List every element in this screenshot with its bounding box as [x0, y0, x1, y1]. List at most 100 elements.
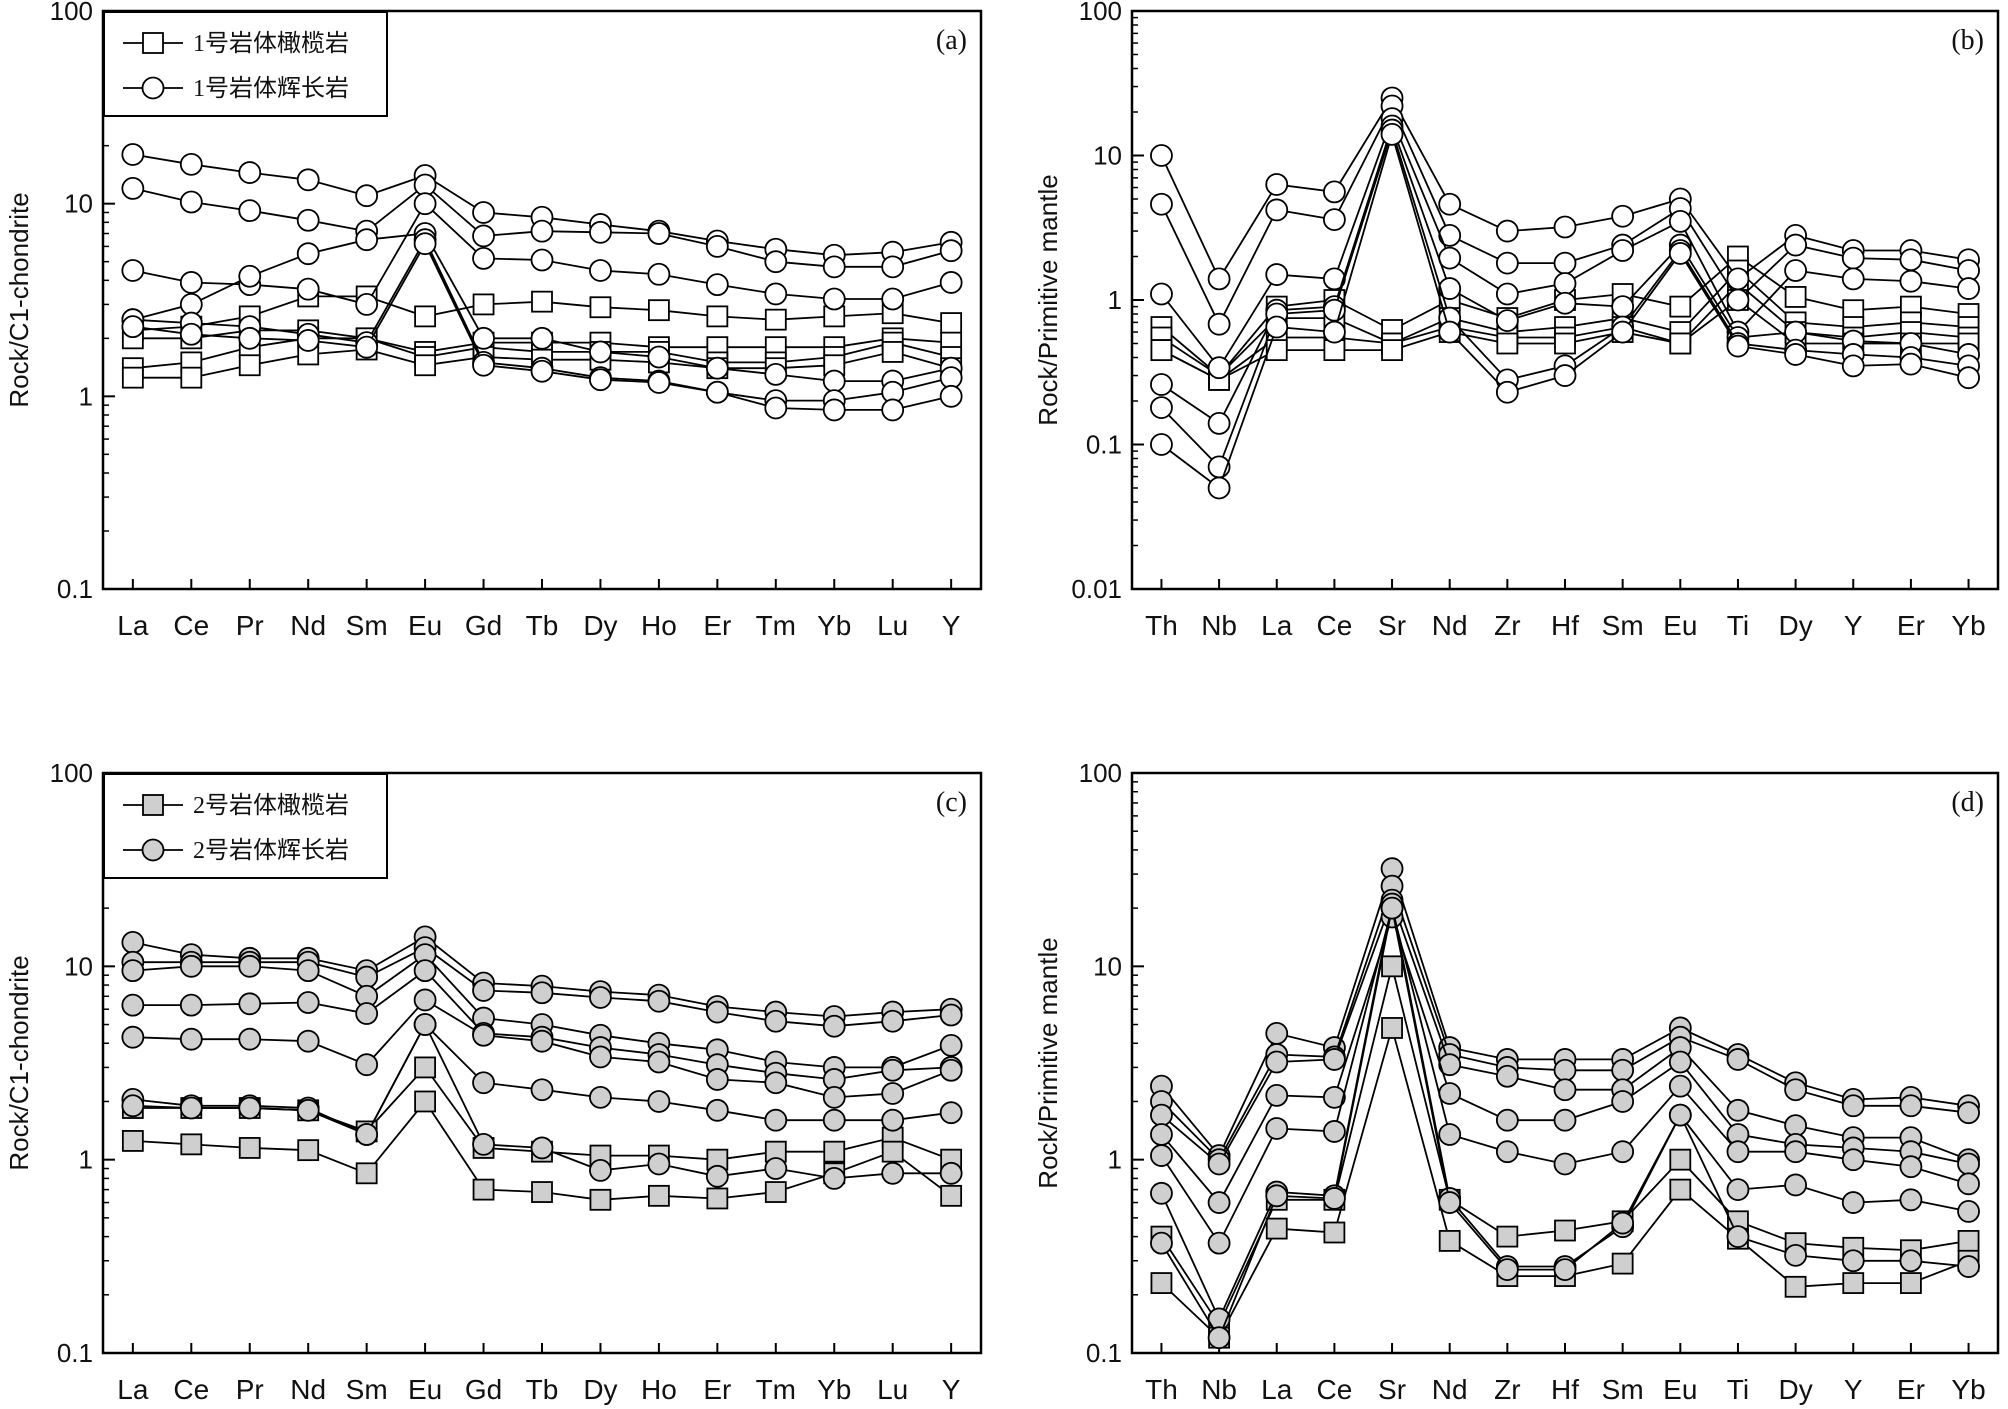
x-tick-label-Eu: Eu: [1663, 610, 1697, 641]
data-point-circle: [705, 273, 729, 297]
x-tick-label-Pr: Pr: [236, 610, 264, 641]
data-point-square: [1381, 1017, 1403, 1039]
data-point-square: [706, 305, 729, 328]
data-point-circle: [1322, 320, 1346, 344]
data-point-circle: [1438, 1123, 1462, 1146]
panel-a: 0.1 1 10 100 La Ce Pr Nd Sm Eu Gd Tb Dy Ho Er Tm Yb Lu Y Ro…: [4, 0, 983, 641]
data-point-square: [1669, 1148, 1692, 1171]
data-point-circle: [939, 239, 963, 263]
panel-d: 0.1 1 10 100 Th Nb La Ce Sr Nd Zr Hf Sm Eu Ti Dy Y Er Yb Ro…: [1033, 758, 2000, 1405]
x-tick-label-Tm: Tm: [756, 1374, 796, 1405]
series-6: [121, 988, 963, 1109]
data-point-circle: [881, 1009, 905, 1033]
data-point-circle: [1322, 1048, 1346, 1071]
x-tick-label-Er: Er: [1897, 610, 1925, 641]
data-point-circle: [1438, 1053, 1462, 1077]
data-point-circle: [355, 965, 379, 989]
data-point-circle: [939, 1101, 963, 1125]
data-point-square: [940, 1184, 963, 1207]
data-point-circle: [1322, 1187, 1346, 1210]
data-point-circle: [1553, 1152, 1577, 1176]
data-point-circle: [1322, 1085, 1346, 1109]
y-tick-label: 1: [79, 381, 93, 411]
x-tick-label-La: La: [1261, 610, 1293, 641]
x-tick-label-Er: Er: [1897, 1374, 1925, 1405]
data-point-circle: [1553, 251, 1577, 275]
x-tick-label-Yb: Yb: [817, 1374, 851, 1405]
data-point-circle: [1207, 1231, 1231, 1255]
x-tick-label-Dy: Dy: [1778, 610, 1812, 641]
y-tick-label: 0.1: [1086, 430, 1122, 460]
x-tick-label-Sm: Sm: [1602, 610, 1644, 641]
data-point-circle: [705, 1164, 729, 1188]
x-tick-label-Gd: Gd: [465, 1374, 502, 1405]
data-point-square: [881, 1140, 904, 1163]
x-tick-label-Sm: Sm: [1602, 1374, 1644, 1405]
data-point-circle: [1265, 263, 1289, 286]
y-tick-label: 0.01: [1071, 574, 1122, 604]
data-point-circle: [705, 1098, 729, 1122]
data-point-circle: [1207, 411, 1231, 435]
data-point-circle: [530, 1029, 554, 1053]
data-point-circle: [1841, 246, 1865, 270]
data-point-circle: [1611, 204, 1635, 228]
data-point-circle: [1322, 208, 1346, 232]
panel-b: 0.01 0.1 1 10 100 Th Nb La Ce Sr Nd Zr Hf Sm Eu Ti Dy Y Er…: [1033, 0, 2000, 641]
data-point-square: [764, 1181, 787, 1203]
data-point-circle: [1265, 1050, 1289, 1074]
data-point-circle: [296, 991, 320, 1014]
data-point-circle: [179, 1027, 203, 1051]
panel-letter: (a): [936, 25, 967, 56]
data-point-circle: [1726, 1048, 1750, 1071]
legend-square-marker: [142, 32, 164, 54]
data-point-circle: [1841, 1148, 1865, 1172]
legend-label-0: 1号岩体橄榄岩: [193, 30, 349, 57]
series-8: [1150, 896, 1980, 1350]
legend-square-marker: [142, 794, 164, 816]
y-axis-title: Rock/Primitive mantle: [1033, 937, 1063, 1188]
data-point-circle: [764, 1009, 788, 1033]
data-point-circle: [1150, 373, 1173, 396]
data-point-circle: [1611, 1090, 1635, 1113]
series-9: [121, 232, 963, 422]
x-tick-label-Er: Er: [703, 610, 731, 641]
x-tick-label-Zr: Zr: [1494, 610, 1520, 641]
data-point-square: [121, 1130, 144, 1152]
data-point-circle: [1899, 269, 1923, 293]
data-point-square: [589, 296, 612, 319]
data-point-circle: [296, 277, 320, 301]
data-point-circle: [1265, 1083, 1289, 1107]
data-point-square: [1669, 1178, 1692, 1201]
data-point-circle: [1150, 1103, 1173, 1127]
data-point-circle: [1495, 282, 1519, 306]
y-tick-label: 1: [79, 1145, 93, 1175]
data-point-circle: [881, 1108, 905, 1132]
data-point-square: [764, 308, 787, 331]
data-point-circle: [1726, 334, 1750, 358]
data-point-circle: [355, 1002, 379, 1025]
data-point-circle: [1784, 233, 1808, 257]
data-point-circle: [1495, 1064, 1519, 1088]
data-point-circle: [1784, 1173, 1808, 1197]
series-9: [1150, 122, 1980, 500]
data-point-square: [531, 1181, 553, 1203]
panel-c: 0.1 1 10 100 La Ce Pr Nd Sm Eu Gd Tb Dy Ho Er Tm Yb Lu Y Ro…: [4, 758, 983, 1405]
panel-letter: (d): [1951, 787, 1984, 818]
data-point-circle: [705, 380, 729, 404]
data-point-circle: [1438, 223, 1462, 247]
data-point-circle: [296, 329, 320, 352]
y-tick-label: 0.1: [57, 1338, 93, 1368]
data-point-circle: [1150, 1123, 1173, 1146]
data-point-circle: [764, 362, 788, 386]
data-point-circle: [296, 1029, 320, 1053]
data-point-circle: [1265, 198, 1289, 222]
data-point-circle: [355, 184, 379, 208]
data-point-circle: [238, 326, 262, 350]
data-point-circle: [764, 1071, 788, 1095]
data-point-square: [472, 1178, 495, 1201]
data-point-circle: [530, 981, 554, 1005]
legend: 2号岩体橄榄岩 2号岩体辉长岩: [103, 773, 388, 879]
x-tick-label-Ce: Ce: [1316, 1374, 1352, 1405]
data-point-circle: [472, 201, 495, 224]
data-point-circle: [705, 1000, 729, 1024]
